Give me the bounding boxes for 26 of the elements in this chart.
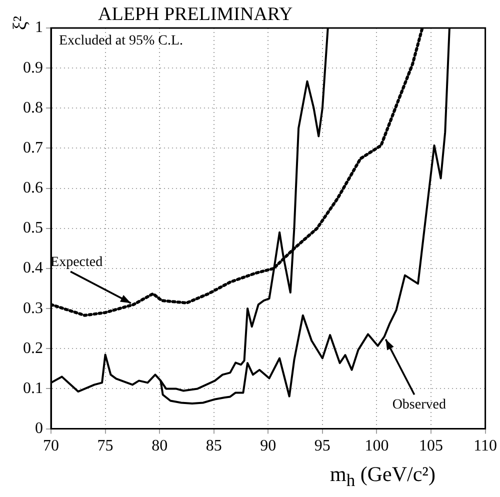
x-tick-label: 105 bbox=[419, 438, 444, 455]
x-axis-title: m$_{h}$ (GeV/c²) bbox=[330, 462, 436, 492]
x-tick-label: 75 bbox=[97, 438, 114, 455]
x-tick-label: 80 bbox=[152, 438, 168, 455]
y-tick-label: 0.1 bbox=[23, 380, 43, 397]
y-tick-label: 0.2 bbox=[23, 340, 43, 357]
y-tick-label: 1 bbox=[35, 19, 43, 36]
x-tick-label: 110 bbox=[474, 438, 497, 455]
y-tick-label: 0.5 bbox=[23, 220, 43, 237]
y-tick-label: 0.9 bbox=[23, 59, 43, 76]
x-tick-label: 90 bbox=[260, 438, 276, 455]
annotation: Observed bbox=[392, 397, 446, 412]
annotation: Excluded at 95% C.L. bbox=[59, 34, 184, 49]
annotation: Expected bbox=[50, 255, 103, 270]
x-tick-label: 85 bbox=[206, 438, 222, 455]
y-tick-label: 0.6 bbox=[23, 180, 43, 197]
x-tick-label: 70 bbox=[43, 438, 59, 455]
y-tick-label: 0.7 bbox=[23, 139, 43, 156]
y-tick-label: 0.3 bbox=[23, 300, 43, 317]
x-tick-label: 100 bbox=[364, 438, 389, 455]
y-axis-title: ξ² bbox=[10, 16, 32, 30]
chart-title: ALEPH PRELIMINARY bbox=[98, 4, 293, 26]
y-tick-label: 0 bbox=[35, 420, 43, 438]
x-tick-label: 95 bbox=[314, 438, 330, 455]
y-tick-label: 0.8 bbox=[23, 99, 43, 116]
y-tick-label: 0.4 bbox=[23, 260, 43, 277]
